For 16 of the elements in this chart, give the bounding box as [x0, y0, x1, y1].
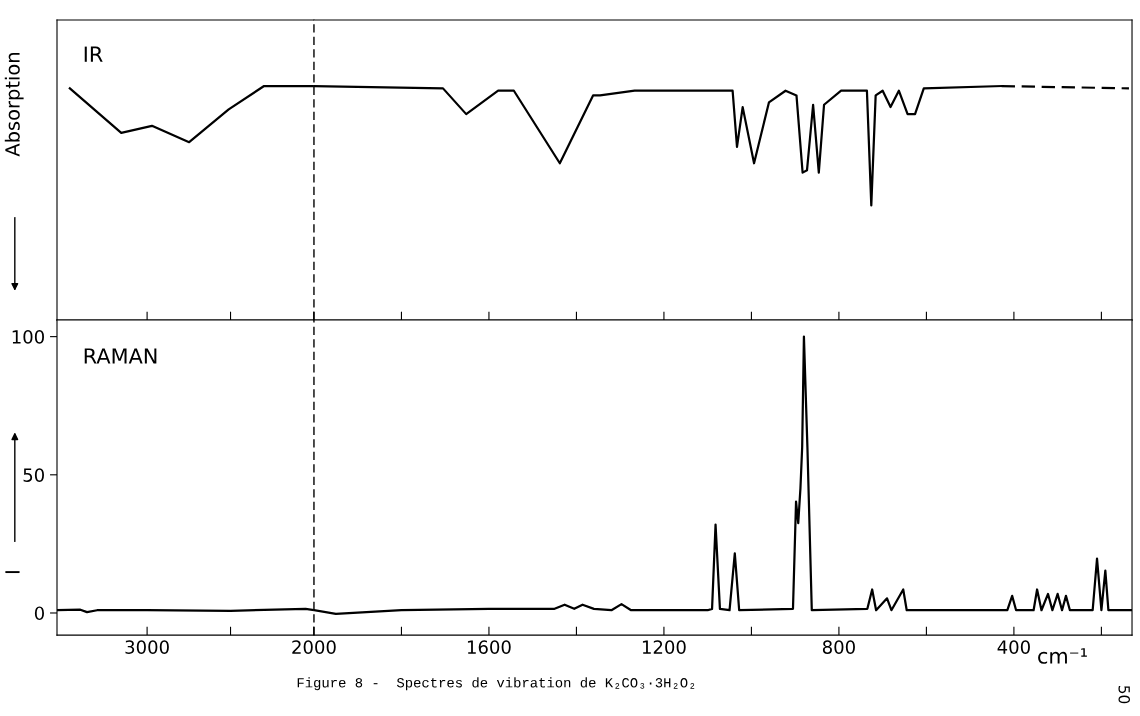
annotation: RAMAN	[84, 348, 157, 364]
x-axis-title: cm⁻¹	[1038, 648, 1087, 664]
y-tick-label: 0	[34, 606, 44, 621]
y-axis-title: Absorption	[4, 53, 24, 157]
text: 50	[1118, 685, 1131, 704]
y-axis-title: I	[5, 571, 20, 574]
x-tick-label: 1200	[642, 640, 686, 654]
text: IR	[84, 46, 103, 62]
x-tick-label: 2000	[292, 640, 336, 654]
x-tick-label: 1600	[467, 640, 511, 654]
x-tick-label: 800	[822, 640, 855, 654]
x-tick-label: 3000	[125, 640, 169, 654]
caption: Figure 8 - Spectres de vibration de K₂CO₃·3H₂O₂	[297, 677, 695, 691]
y-tick-label: 100	[12, 330, 44, 344]
y-tick-label: 50	[23, 468, 44, 482]
x-tick-label: 400	[997, 640, 1030, 654]
